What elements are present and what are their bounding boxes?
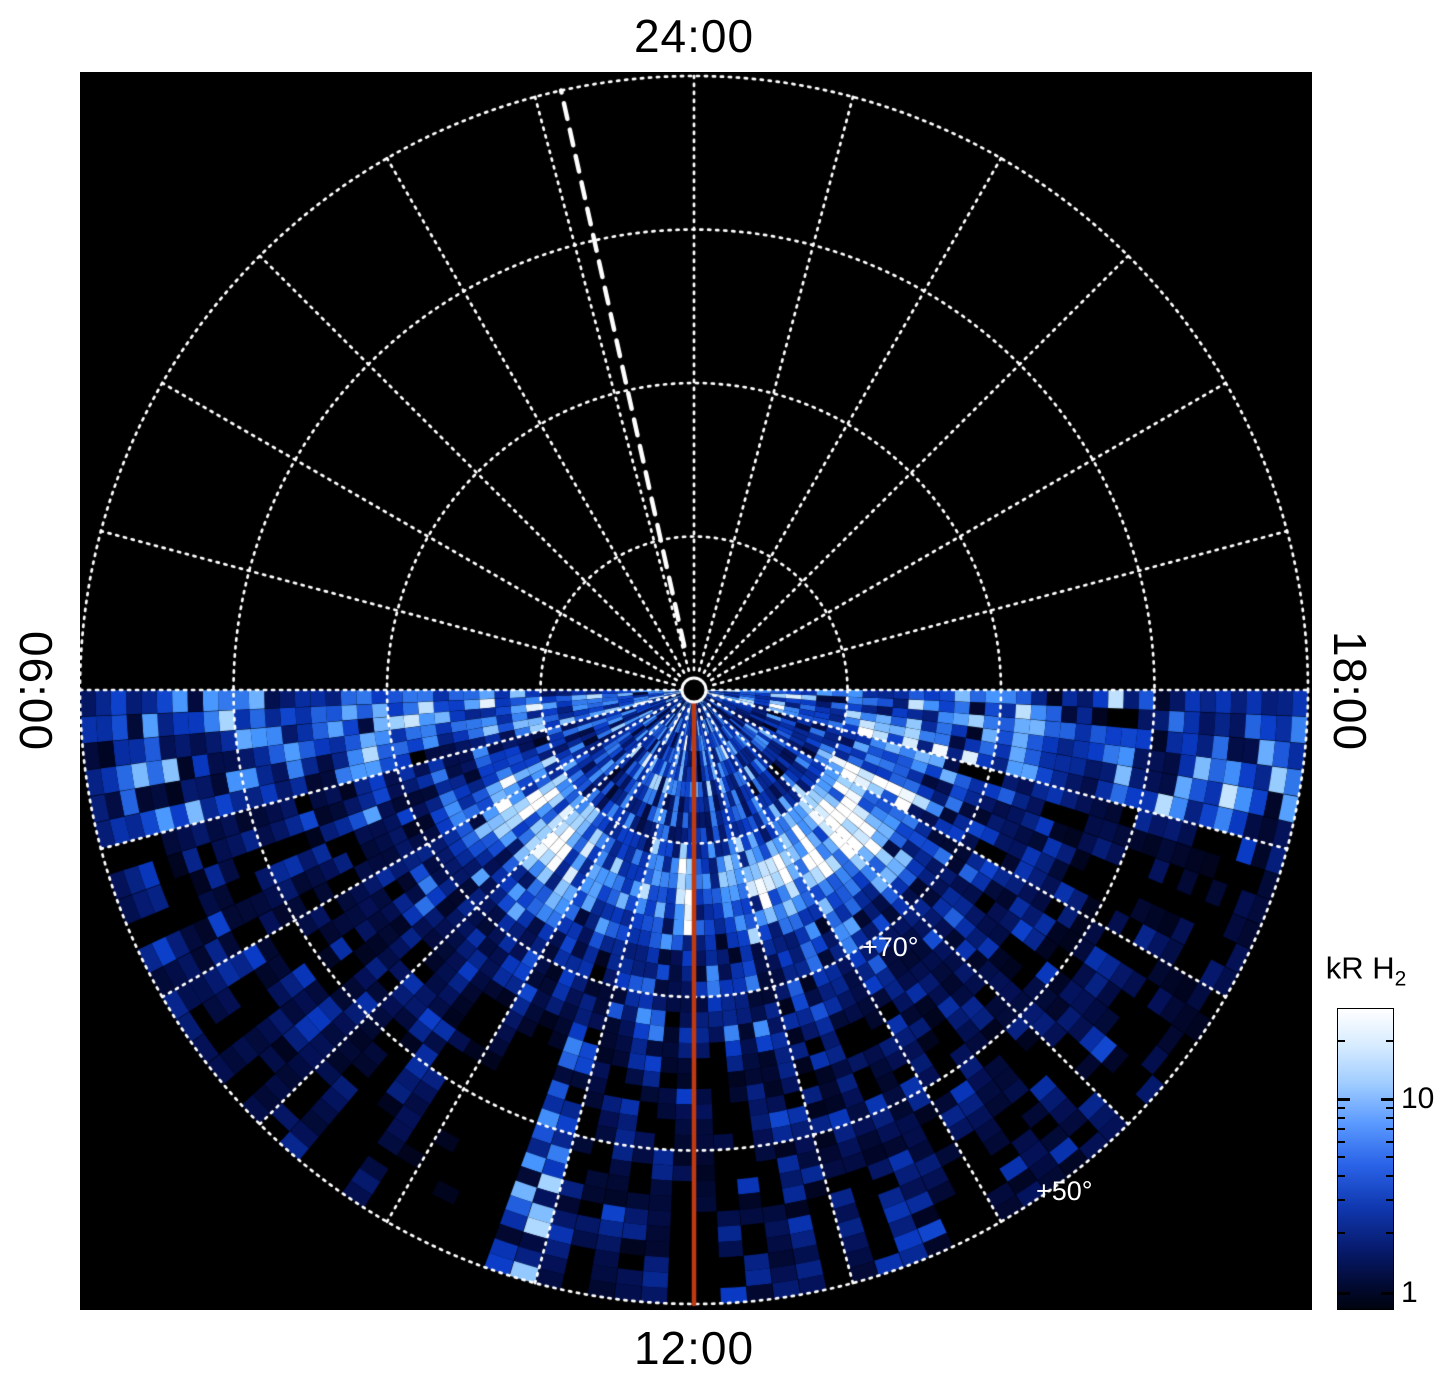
colorbar-tick	[1386, 1174, 1393, 1177]
colorbar-title-main: kR H	[1325, 950, 1395, 986]
colorbar-tick	[1338, 1174, 1345, 1177]
colorbar-tick	[1386, 1127, 1393, 1130]
colorbar-tick	[1338, 1106, 1345, 1109]
latitude-label-70: +70°	[862, 932, 919, 962]
colorbar-tick	[1338, 1198, 1345, 1201]
colorbar-tick	[1338, 1040, 1345, 1043]
colorbar-bar	[1337, 1008, 1394, 1310]
colorbar-tick-label: 1	[1401, 1276, 1418, 1310]
colorbar-tick	[1338, 1098, 1350, 1101]
local-time-label-dusk: 18:00	[1324, 630, 1376, 752]
colorbar-title-sub: 2	[1394, 967, 1407, 991]
latitude-label-50: +50°	[1036, 1176, 1093, 1206]
local-time-label-noon: 12:00	[633, 1322, 755, 1374]
polar-plot-canvas	[80, 72, 1312, 1310]
colorbar-tick	[1338, 1232, 1345, 1235]
colorbar-tick-labels: 10 1	[1401, 1008, 1447, 1310]
local-time-label-dawn: 06:00	[10, 630, 62, 752]
colorbar-tick	[1338, 1155, 1345, 1158]
colorbar-tick	[1338, 1127, 1345, 1130]
colorbar-tick	[1386, 1232, 1393, 1235]
colorbar-tick	[1338, 1291, 1350, 1295]
colorbar-title: kR H2	[1326, 950, 1407, 991]
colorbar-tick	[1386, 1040, 1393, 1043]
colorbar-tick	[1338, 1116, 1345, 1119]
colorbar-tick	[1386, 1106, 1393, 1109]
colorbar-tick	[1386, 1140, 1393, 1143]
colorbar-tick	[1386, 1116, 1393, 1119]
colorbar-tick	[1386, 1198, 1393, 1201]
polar-plot-area	[80, 72, 1312, 1310]
colorbar-tick	[1338, 1140, 1345, 1143]
local-time-label-midnight: 24:00	[633, 10, 755, 62]
colorbar-tick-label: 10	[1401, 1081, 1435, 1115]
colorbar-tick	[1381, 1291, 1393, 1295]
colorbar-tick	[1381, 1098, 1393, 1101]
colorbar-tick	[1386, 1155, 1393, 1158]
